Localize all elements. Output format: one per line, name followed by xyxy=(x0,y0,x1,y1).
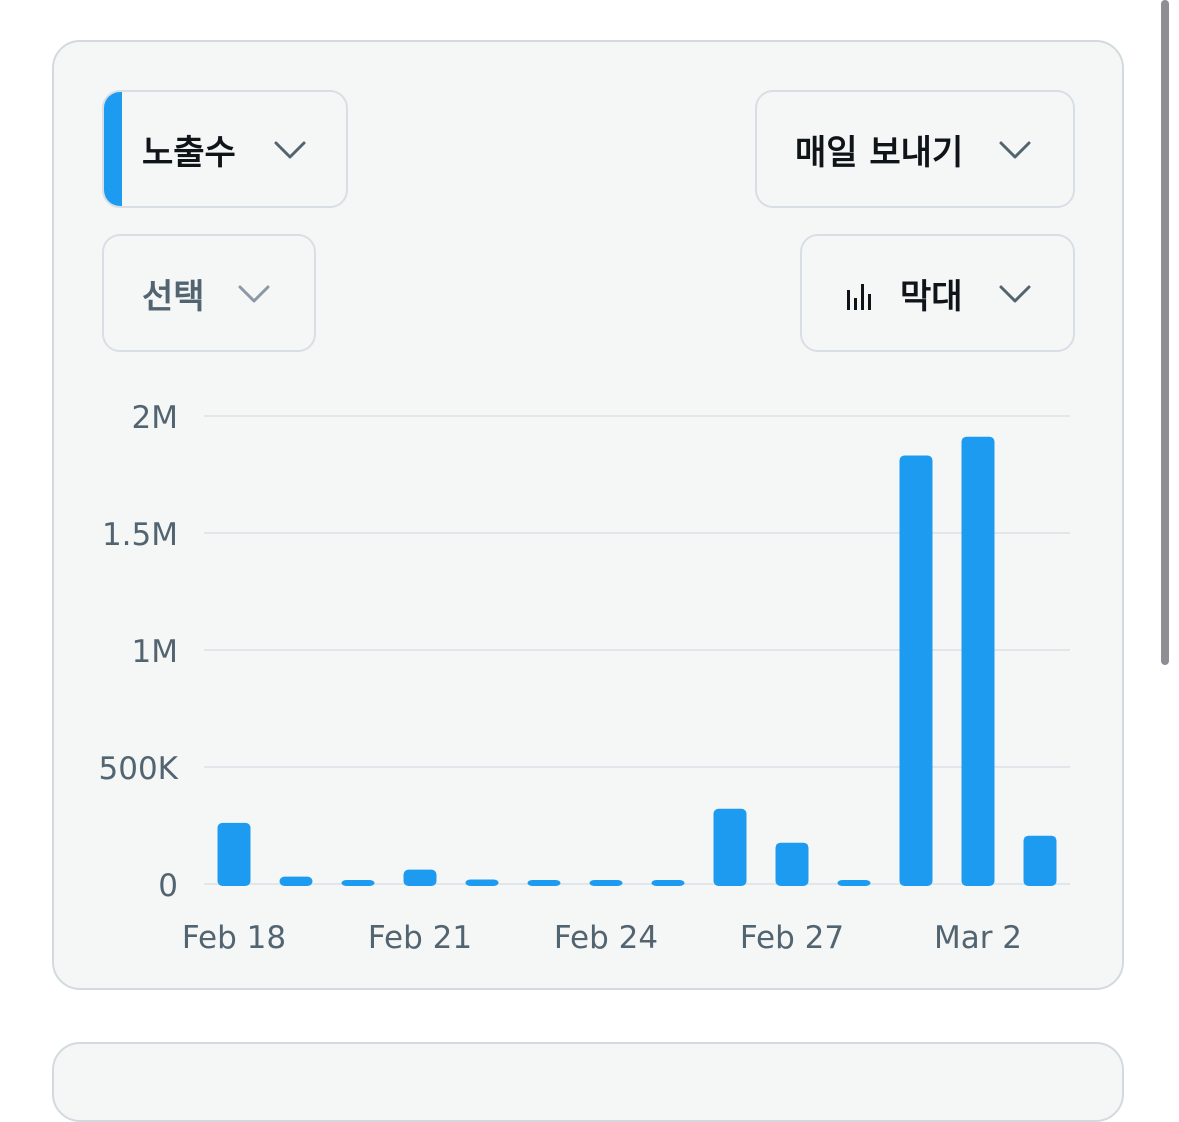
y-tick-label: 1M xyxy=(132,634,178,670)
bar-chart-icon xyxy=(847,284,871,310)
bar-feb-25[interactable] xyxy=(651,880,685,886)
chevron-down-icon xyxy=(238,285,270,303)
x-tick-label: Feb 24 xyxy=(554,920,658,956)
bar-mar-3[interactable] xyxy=(1023,835,1057,886)
y-tick-label: 0 xyxy=(158,868,178,904)
compare-select-dropdown[interactable]: 선택 xyxy=(102,234,316,352)
bar-feb-23[interactable] xyxy=(527,880,561,886)
x-tick-label: Feb 21 xyxy=(368,920,472,956)
metric-color-indicator xyxy=(104,92,122,206)
chevron-down-icon xyxy=(274,141,306,159)
y-tick-label: 1.5M xyxy=(102,517,178,553)
bar-feb-21[interactable] xyxy=(403,869,437,886)
bar-feb-24[interactable] xyxy=(589,880,623,886)
bar-feb-26[interactable] xyxy=(713,808,747,886)
chevron-down-icon xyxy=(999,141,1031,159)
chart-type-dropdown[interactable]: 막대 xyxy=(800,234,1075,352)
bar-feb-22[interactable] xyxy=(465,879,499,886)
bar-feb-28[interactable] xyxy=(837,880,871,886)
x-tick-label: Feb 27 xyxy=(740,920,844,956)
bar-feb-20[interactable] xyxy=(341,880,375,886)
y-tick-label: 2M xyxy=(132,400,178,436)
bar-feb-19[interactable] xyxy=(279,876,313,886)
select-dropdown-label: 선택 xyxy=(142,276,205,317)
bar-mar-2[interactable] xyxy=(961,436,995,886)
chart-type-label: 막대 xyxy=(900,276,963,317)
send-frequency-dropdown[interactable]: 매일 보내기 xyxy=(755,90,1075,208)
bar-feb-18[interactable] xyxy=(217,822,251,886)
impressions-bar-chart: 0 500K 1M 1.5M 2M Feb 18 Feb 21 Feb 24 Feb 27 Mar… xyxy=(99,400,1070,956)
y-tick-label: 500K xyxy=(99,751,179,787)
metric-dropdown-label: 노출수 xyxy=(142,132,236,173)
metric-dropdown[interactable]: 노출수 xyxy=(102,90,348,208)
chevron-down-icon xyxy=(999,285,1031,303)
send-dropdown-label: 매일 보내기 xyxy=(795,132,964,173)
scrollbar[interactable] xyxy=(1161,0,1169,665)
x-tick-label: Mar 2 xyxy=(934,920,1022,956)
x-tick-label: Feb 18 xyxy=(182,920,286,956)
bar-mar-1[interactable] xyxy=(899,455,933,886)
bar-feb-27[interactable] xyxy=(775,842,809,886)
